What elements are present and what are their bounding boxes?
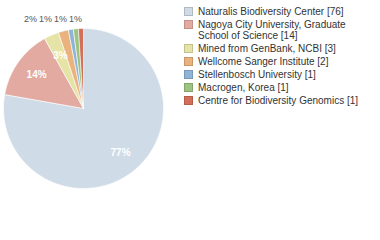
- svg-text:3%: 3%: [53, 50, 68, 61]
- html-text:Naturalis Biodiversity Center: Naturalis Biodiversity Center [76]: [198, 6, 344, 17]
- html-text:Stellenbosch University [1]: Stellenbosch University [1]: [198, 69, 316, 80]
- svg-text:77%: 77%: [111, 147, 131, 158]
- svg-text:1%: 1%: [69, 14, 82, 24]
- html-text:Mined from GenBank, NCBI [3]: Mined from GenBank, NCBI [3]: [198, 43, 336, 54]
- html-text:Centre for Biodiversity Genomi: Centre for Biodiversity Genomics [1]: [198, 95, 359, 106]
- svg-text:2%: 2%: [24, 14, 37, 24]
- html-text:Wellcome Sanger Institute [2]: Wellcome Sanger Institute [2]: [198, 56, 329, 67]
- svg-text:1%: 1%: [54, 14, 67, 24]
- html-text:Macrogen, Korea [1]: Macrogen, Korea [1]: [198, 82, 289, 93]
- svg-text:1%: 1%: [39, 14, 52, 24]
- html-text:Nagoya City University, Gradua: Nagoya City University, Graduate School …: [198, 19, 346, 41]
- svg-text:14%: 14%: [27, 69, 47, 80]
